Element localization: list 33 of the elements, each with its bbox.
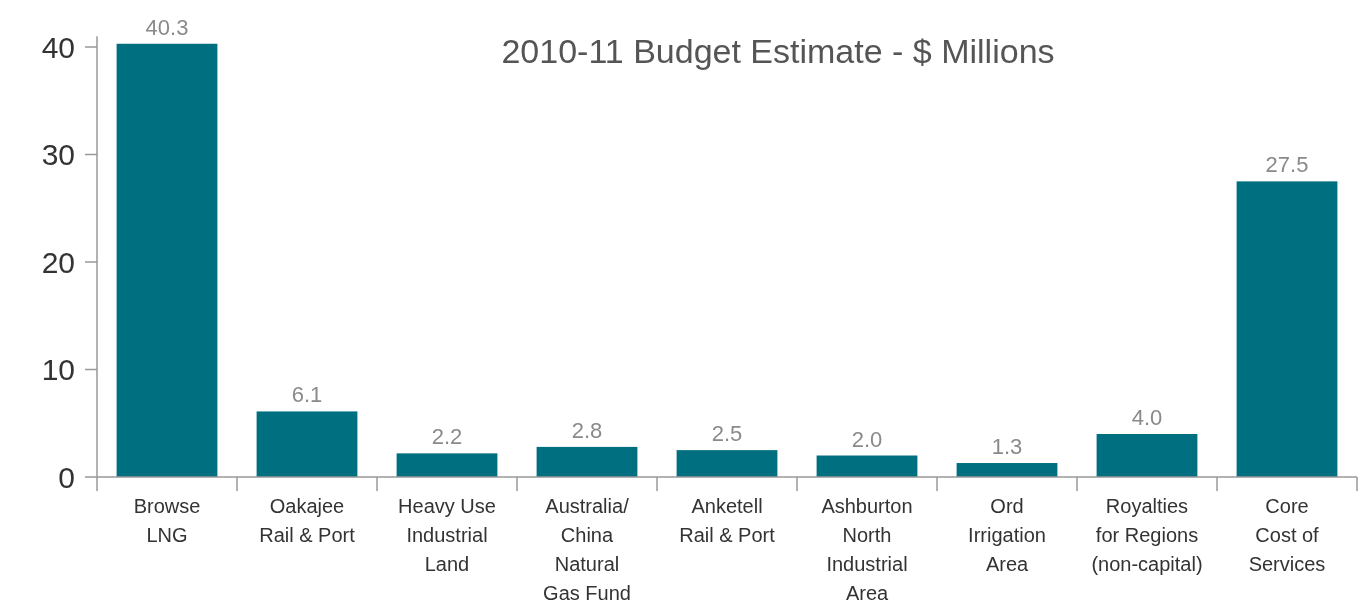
- bar: [536, 446, 638, 477]
- data-label: 27.5: [1265, 152, 1309, 178]
- bar: [1096, 434, 1198, 477]
- y-tick-label: 20: [41, 245, 75, 279]
- x-tick-label: Royalties for Regions (non-capital): [1091, 495, 1203, 575]
- y-tick-label: 30: [41, 138, 75, 171]
- x-tick-label: Ashburton North Industrial Area: [821, 495, 913, 604]
- x-tick-label: Oakajee Rail & Port: [259, 495, 356, 546]
- y-tick-label: 10: [41, 353, 75, 386]
- bar: [956, 463, 1058, 477]
- bar: [396, 453, 498, 477]
- data-label: 2.8: [571, 417, 603, 443]
- data-label: 1.3: [991, 434, 1023, 460]
- data-label: 6.1: [291, 382, 323, 408]
- bar: [816, 455, 918, 477]
- data-label: 2.5: [711, 421, 743, 447]
- chart-title: 2010-11 Budget Estimate - $ Millions: [501, 32, 1055, 70]
- bar: [256, 411, 358, 477]
- bar: [1236, 181, 1338, 477]
- x-tick-label: Anketell Rail & Port: [679, 495, 776, 546]
- bar: [676, 450, 778, 477]
- data-label: 2.0: [851, 426, 883, 452]
- y-tick-label: 0: [58, 460, 75, 494]
- x-tick-label: Core Cost of Services: [1248, 495, 1326, 575]
- data-label: 4.0: [1131, 405, 1163, 430]
- y-tick-label: 40: [41, 30, 75, 64]
- data-label: 40.3: [145, 14, 189, 40]
- data-label: 2.2: [431, 424, 463, 450]
- bar: [116, 43, 218, 477]
- x-tick-label: Ord Irrigation Area: [968, 495, 1046, 575]
- x-tick-label: Heavy Use Industrial Land: [398, 495, 496, 575]
- x-tick-label: Australia/ China Natural Gas Fund: [543, 495, 631, 604]
- x-tick-label: Browse LNG: [133, 495, 201, 546]
